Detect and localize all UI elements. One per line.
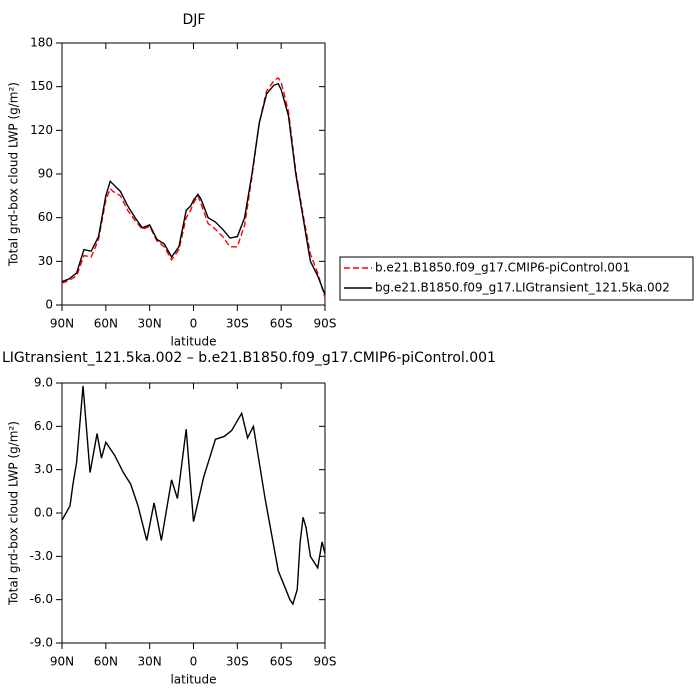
y-tick-label: 30 (38, 254, 53, 268)
chart-title: DJF (183, 12, 206, 28)
y-tick-label: 120 (30, 123, 53, 137)
y-tick-label: 3.0 (34, 462, 53, 476)
y-tick-label: 180 (30, 36, 53, 50)
y-tick-label: 150 (30, 79, 53, 93)
y-tick-label: 0 (45, 298, 53, 312)
y-axis-label: Total grd-box cloud LWP (g/m²) (7, 82, 21, 267)
x-tick-label: 90S (314, 655, 337, 669)
legend-label: b.e21.B1850.f09_g17.CMIP6-piControl.001 (375, 261, 630, 275)
plot-frame (61, 42, 326, 306)
x-tick-label: 0 (190, 317, 198, 331)
chart-title: LIGtransient_121.5ka.002 – b.e21.B1850.f… (2, 350, 496, 366)
y-tick-label: 0.0 (34, 506, 53, 520)
y-tick-label: 60 (38, 210, 53, 224)
x-tick-label: 60N (94, 317, 118, 331)
data-line (61, 76, 326, 298)
y-tick-label: -9.0 (30, 636, 53, 650)
x-tick-label: 90N (50, 317, 74, 331)
x-tick-label: 30N (138, 317, 162, 331)
y-tick-label: -3.0 (30, 549, 53, 563)
x-tick-label: 30S (226, 655, 249, 669)
y-tick-label: 90 (38, 167, 53, 181)
y-tick-label: 6.0 (34, 419, 53, 433)
x-tick-label: 90S (314, 317, 337, 331)
x-axis-label: latitude (170, 673, 216, 687)
y-tick-label: 9.0 (34, 376, 53, 390)
x-tick-label: 0 (190, 655, 198, 669)
x-tick-label: 60S (270, 317, 293, 331)
legend-label: bg.e21.B1850.f09_g17.LIGtransient_121.5k… (375, 281, 670, 295)
data-line (61, 385, 326, 606)
x-tick-label: 30S (226, 317, 249, 331)
legend-box (339, 256, 694, 301)
y-axis-label: Total grd-box cloud LWP (g/m²) (7, 421, 21, 606)
x-tick-label: 30N (138, 655, 162, 669)
x-tick-label: 90N (50, 655, 74, 669)
y-tick-label: -6.0 (30, 592, 53, 606)
x-tick-label: 60S (270, 655, 293, 669)
x-tick-label: 60N (94, 655, 118, 669)
data-line (61, 82, 326, 296)
x-axis-label: latitude (170, 335, 216, 349)
